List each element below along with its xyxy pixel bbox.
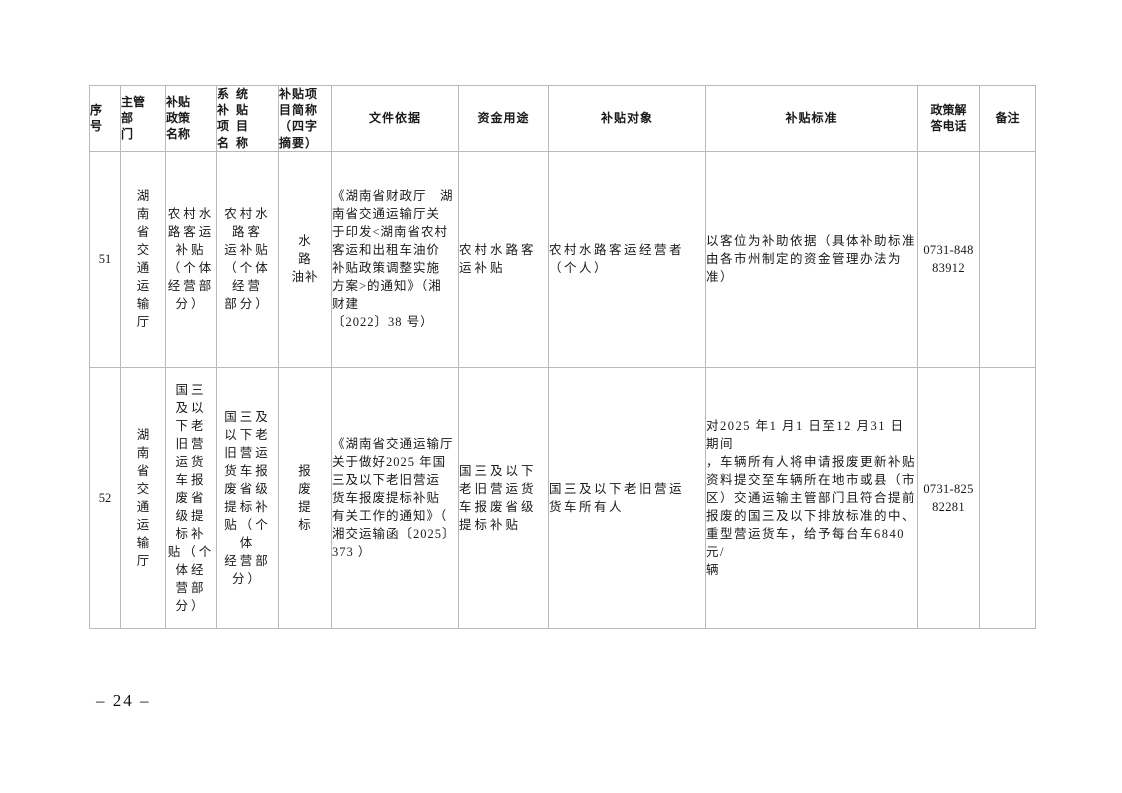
cell-policy-name: 农村水 路客运 补贴 （个体 经营部 分）: [165, 150, 217, 368]
cell-document-basis: 《湖南省财政厅 湖 南省交通运输厅关 于印发<湖南省农村 客运和出租车油价 补贴…: [331, 150, 459, 368]
header-document-basis: 文件依据: [331, 85, 459, 152]
cell-project-abbreviation: 水 路 油补: [278, 150, 332, 368]
cell-policy-phone: 0731-825 82281: [917, 366, 980, 629]
page-number: – 24 –: [96, 691, 151, 710]
cell-dept: 湖 南 省 交 通 运 输 厅: [120, 150, 166, 368]
header-project-abbreviation: 补贴项 目简称 （四字 摘要）: [278, 85, 332, 152]
header-subsidy-target: 补贴对象: [548, 85, 706, 152]
cell-remarks: [979, 366, 1036, 629]
cell-project-abbreviation: 报 废 提 标: [278, 366, 332, 629]
table-row: 51 湖 南 省 交 通 运 输 厅 农村水 路客运 补贴 （个体 经营部 分）…: [89, 150, 1036, 368]
cell-seq-number: 52: [89, 366, 121, 629]
cell-subsidy-standard: 对2025 年1 月1 日至12 月31 日期间 ，车辆所有人将申请报废更新补贴…: [705, 366, 918, 629]
cell-seq-number: 51: [89, 150, 121, 368]
header-policy-phone: 政策解 答电话: [917, 85, 980, 152]
cell-subsidy-standard: 以客位为补助依据（具体补助标准 由各市州制定的资金管理办法为准）: [705, 150, 918, 368]
subsidy-table: 序 号 主管 部 门 补贴 政策 名称 系统 补贴 项目 名称 补贴项 目简称 …: [89, 85, 1036, 629]
cell-dept: 湖 南 省 交 通 运 输 厅: [120, 366, 166, 629]
header-seq-number: 序 号: [89, 85, 121, 152]
header-policy-name: 补贴 政策 名称: [165, 85, 217, 152]
header-subsidy-standard: 补贴标准: [705, 85, 918, 152]
header-fund-use: 资金用途: [458, 85, 549, 152]
cell-policy-phone: 0731-848 83912: [917, 150, 980, 368]
cell-fund-use: 国三及以下 老旧营运货 车报废省级 提标补贴: [458, 366, 549, 629]
cell-fund-use: 农村水路客 运补贴: [458, 150, 549, 368]
cell-subsidy-target: 国三及以下老旧营运 货车所有人: [548, 366, 706, 629]
cell-policy-name: 国三 及以 下老 旧营 运货 车报 废省 级提 标补 贴（个 体经 营部 分）: [165, 366, 217, 629]
table-row: 52 湖 南 省 交 通 运 输 厅 国三 及以 下老 旧营 运货 车报 废省 …: [89, 366, 1036, 629]
cell-document-basis: 《湖南省交通运输厅 关于做好2025 年国 三及以下老旧营运 货车报废提标补贴 …: [331, 366, 459, 629]
cell-subsidy-target: 农村水路客运经营者 （个人）: [548, 150, 706, 368]
header-system-project-name: 系统 补贴 项目 名称: [216, 85, 279, 152]
cell-system-project-name: 国三及 以下老 旧营运 货车报 废省级 提标补 贴（个体 经营部 分）: [216, 366, 279, 629]
cell-system-project-name: 农村水 路客 运补贴 （个体 经营 部分）: [216, 150, 279, 368]
header-row: 序 号 主管 部 门 补贴 政策 名称 系统 补贴 项目 名称 补贴项 目简称 …: [89, 85, 1036, 152]
cell-remarks: [979, 150, 1036, 368]
header-remarks: 备注: [979, 85, 1036, 152]
header-dept: 主管 部 门: [120, 85, 166, 152]
